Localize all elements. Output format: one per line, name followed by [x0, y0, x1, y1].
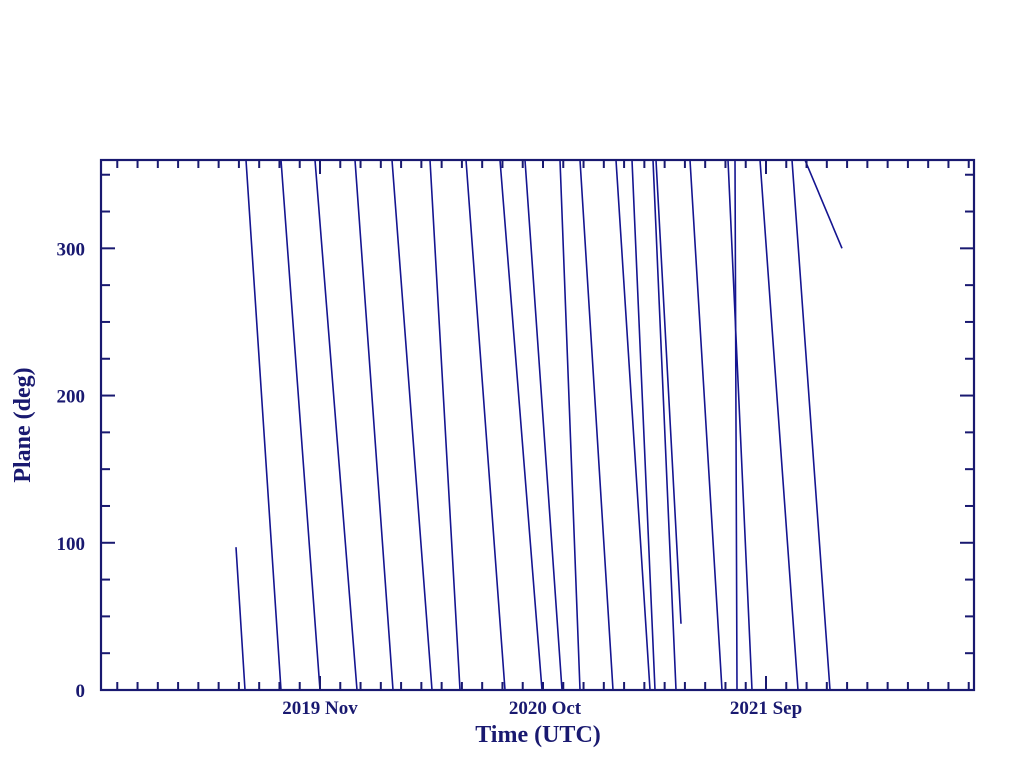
- data-trace: [579, 159, 614, 691]
- data-trace: [559, 159, 581, 691]
- y-tick-label: 300: [57, 239, 86, 260]
- data-trace: [235, 547, 246, 691]
- data-trace: [655, 159, 682, 624]
- data-trace: [524, 159, 563, 691]
- data-trace: [791, 159, 831, 691]
- y-tick-label: 100: [57, 534, 86, 555]
- data-trace: [631, 159, 656, 691]
- data-trace: [245, 159, 282, 691]
- y-tick-label: 200: [57, 387, 86, 408]
- axes-frame-group: [99, 158, 976, 692]
- x-tick-label: 2020 Oct: [509, 698, 582, 719]
- data-trace: [465, 159, 506, 691]
- data-trace: [689, 159, 723, 691]
- plot-frame: [99, 158, 976, 692]
- data-trace: [759, 159, 799, 691]
- data-trace: [354, 159, 394, 691]
- data-traces-group: [235, 159, 843, 691]
- data-trace: [280, 159, 321, 691]
- data-trace: [734, 159, 738, 691]
- data-trace: [652, 159, 677, 691]
- y-tick-label: 0: [76, 681, 86, 702]
- data-trace: [429, 159, 461, 691]
- data-trace: [314, 159, 358, 691]
- data-trace: [804, 159, 843, 249]
- data-trace: [391, 159, 433, 691]
- data-trace: [727, 159, 753, 691]
- data-trace: [499, 159, 543, 691]
- x-tick-label: 2021 Sep: [730, 698, 802, 719]
- axis-tick-labels-group: 0 100 200 300 2019 Nov 2020 Oct 2021 Sep: [57, 239, 803, 719]
- x-axis-title: Time (UTC): [475, 722, 601, 748]
- y-axis-title: Plane (deg): [10, 367, 36, 482]
- x-tick-label: 2019 Nov: [282, 698, 358, 719]
- axis-ticks-group: [101, 160, 974, 691]
- data-trace: [615, 159, 651, 691]
